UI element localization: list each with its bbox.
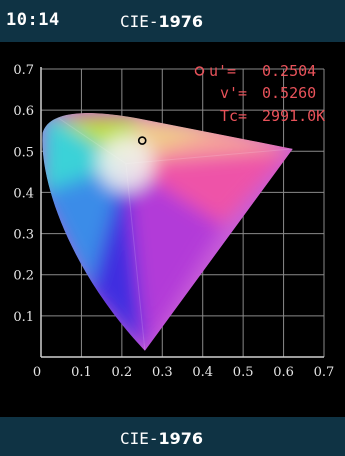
- bottom-title-prefix: CIE-: [120, 429, 159, 448]
- y-tick-label: 0.1: [13, 310, 34, 325]
- bottom-title: CIE-1976: [120, 429, 203, 448]
- clock-time: 10:14: [6, 10, 60, 30]
- x-tick-label: 0.5: [233, 365, 254, 380]
- y-tick-label: 0.5: [13, 145, 34, 160]
- y-tick-label: 0.3: [13, 228, 34, 243]
- screen-title-prefix: CIE-: [120, 12, 159, 31]
- chart-tick-labels: 0 0.1 0.2 0.3 0.4 0.5 0.6 0.7 0.1 0.2 0.3 0.4 0.5 0.6…: [13, 63, 334, 380]
- bottom-title-number: 1976: [158, 429, 204, 448]
- readout-tc-label: Tc=: [220, 107, 247, 125]
- y-tick-label: 0.6: [13, 104, 34, 119]
- y-tick-label: 0.4: [13, 186, 34, 201]
- x-tick-label: 0: [33, 365, 41, 380]
- x-tick-label: 0.6: [273, 365, 294, 380]
- readout-v-label: v'=: [220, 84, 247, 102]
- x-tick-label: 0.7: [314, 365, 335, 380]
- chromaticity-readout: u'= 0.2504 v'= 0.5260 Tc= 2991.0K: [194, 62, 325, 125]
- bottom-bar: CIE-1976: [0, 417, 345, 456]
- screen-title-number: 1976: [158, 12, 204, 31]
- status-bar: 10:14 CIE-1976: [0, 0, 345, 42]
- x-tick-label: 0.3: [152, 365, 173, 380]
- y-tick-label: 0.7: [13, 63, 34, 78]
- x-tick-label: 0.1: [71, 365, 92, 380]
- readout-v-value: 0.5260: [262, 84, 316, 102]
- measured-point-marker: [137, 136, 147, 145]
- y-tick-label: 0.2: [13, 269, 34, 284]
- cie-1976-diagram: 0 0.1 0.2 0.3 0.4 0.5 0.6 0.7 0.1 0.2 0.3 0.4 0.5 0.6…: [0, 42, 345, 417]
- x-tick-label: 0.2: [112, 365, 133, 380]
- readout-u-label: u'=: [209, 62, 236, 80]
- readout-u-value: 0.2504: [262, 62, 316, 80]
- x-tick-label: 0.4: [192, 365, 213, 380]
- screen-title: CIE-1976: [120, 12, 203, 31]
- readout-tc-value: 2991.0K: [262, 107, 325, 125]
- measured-point: [137, 136, 147, 145]
- chart-axes: [40, 67, 324, 358]
- color-gamut-region: [42, 112, 293, 351]
- readout-point-icon: [194, 66, 205, 76]
